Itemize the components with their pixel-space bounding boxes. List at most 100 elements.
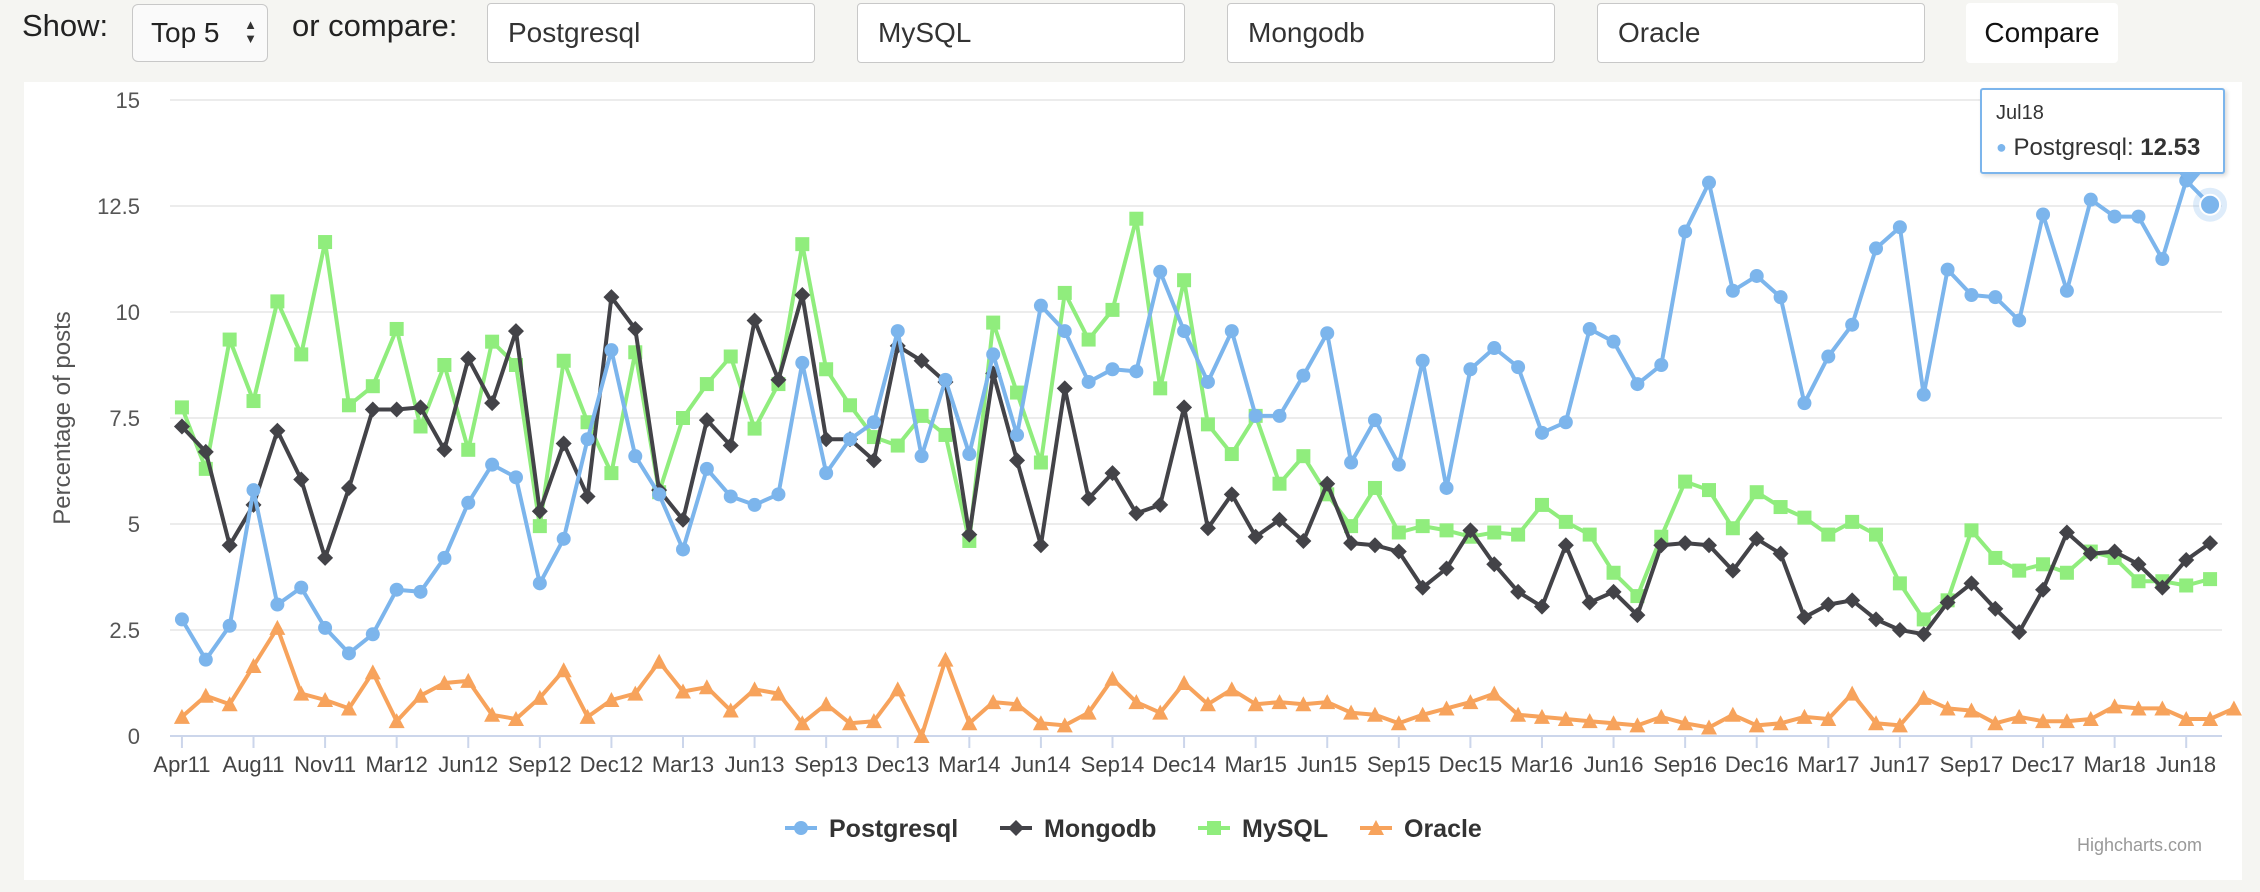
data-point — [1343, 535, 1360, 552]
data-point — [246, 483, 261, 498]
x-tick-label: Mar16 — [1511, 752, 1573, 777]
data-point — [1199, 520, 1216, 537]
data-point — [1557, 537, 1574, 554]
data-point — [1081, 332, 1096, 347]
data-point — [652, 487, 667, 502]
data-point — [1868, 715, 1885, 731]
x-tick-label: Mar13 — [652, 752, 714, 777]
data-point — [245, 658, 262, 674]
compare-button[interactable]: Compare — [1966, 3, 2118, 63]
data-point — [365, 379, 380, 394]
data-point — [698, 412, 715, 429]
data-point — [2131, 209, 2146, 224]
data-point — [1797, 396, 1812, 411]
legend-item-oracle[interactable]: Oracle — [1404, 815, 1482, 843]
compare-input-2[interactable] — [857, 3, 1185, 63]
data-point — [1080, 490, 1097, 507]
data-point — [1677, 715, 1694, 731]
data-point — [1915, 689, 1932, 705]
data-point — [1701, 719, 1717, 735]
legend-symbol-icon — [1207, 821, 1221, 835]
data-point — [485, 334, 500, 349]
data-point — [1725, 521, 1740, 536]
data-point — [1366, 537, 1383, 554]
x-tick-label: Sep13 — [794, 752, 858, 777]
data-point — [318, 620, 333, 635]
compare-input-3[interactable] — [1227, 3, 1555, 63]
data-point — [1366, 706, 1383, 722]
compare-label: or compare: — [292, 8, 458, 43]
data-point — [1844, 592, 1861, 609]
data-point — [604, 343, 619, 358]
data-point — [1534, 425, 1549, 440]
data-point — [2011, 624, 2028, 641]
data-point — [1915, 626, 1932, 643]
data-point — [1939, 700, 1956, 716]
data-point — [2155, 252, 2170, 266]
data-point — [1153, 381, 1168, 396]
x-tick-label: Jun18 — [2156, 752, 2216, 777]
data-point — [1104, 670, 1121, 686]
data-point — [961, 715, 978, 731]
data-point — [722, 437, 739, 454]
data-point — [1057, 285, 1072, 300]
data-point — [771, 487, 786, 502]
data-point — [1176, 675, 1193, 690]
data-point — [746, 312, 763, 329]
data-point — [1438, 700, 1455, 716]
data-point — [2035, 713, 2052, 729]
x-tick-label: Jun14 — [1011, 752, 1071, 777]
data-point — [2154, 700, 2171, 716]
chart-tooltip: Jul18 ● Postgresql: 12.53 — [1980, 88, 2225, 174]
data-point — [913, 352, 930, 369]
legend-item-postgresql[interactable]: Postgresql — [829, 815, 958, 843]
data-point — [1724, 562, 1741, 579]
legend-item-mysql[interactable]: MySQL — [1242, 815, 1328, 843]
highcharts-credits[interactable]: Highcharts.com — [2076, 835, 2202, 855]
data-point — [532, 519, 547, 534]
top-n-select[interactable]: Top 5 ▲ ▼ — [132, 4, 268, 62]
data-point — [1821, 527, 1836, 542]
compare-input-4[interactable] — [1597, 3, 1925, 63]
x-tick-label: Mar12 — [365, 752, 427, 777]
data-point — [1702, 483, 1716, 498]
data-point — [1964, 288, 1979, 303]
data-point — [1772, 545, 1789, 562]
data-point — [1319, 694, 1336, 710]
select-arrows-icon: ▲ ▼ — [244, 17, 257, 46]
data-point — [2225, 700, 2242, 716]
data-point — [1581, 713, 1598, 729]
data-point — [1487, 341, 1502, 356]
data-point — [2059, 283, 2074, 298]
data-point — [1844, 685, 1861, 701]
data-point — [1773, 500, 1788, 515]
toolbar: Show: Top 5 ▲▼ or compare: Compare — [0, 0, 2260, 78]
data-point — [1701, 537, 1717, 554]
data-point — [2059, 565, 2074, 580]
data-point — [2036, 207, 2051, 222]
x-tick-label: Sep15 — [1367, 752, 1431, 777]
data-point — [843, 432, 858, 447]
data-point — [1390, 715, 1407, 731]
x-tick-label: Jun15 — [1297, 752, 1357, 777]
data-point — [1940, 262, 1955, 277]
data-point — [676, 411, 690, 425]
data-point — [1223, 681, 1240, 697]
data-point — [1391, 457, 1406, 472]
data-point — [986, 347, 1001, 362]
data-point — [627, 685, 644, 701]
data-point — [1511, 527, 1526, 542]
data-point — [1057, 324, 1072, 339]
compare-input-1[interactable] — [487, 3, 815, 63]
data-point — [794, 715, 811, 731]
legend-item-mongodb[interactable]: Mongodb — [1044, 815, 1156, 843]
data-point — [364, 664, 381, 680]
data-point — [340, 700, 357, 716]
data-point — [795, 355, 810, 370]
data-point — [174, 612, 189, 627]
data-point — [2035, 581, 2052, 598]
data-point — [579, 488, 596, 505]
data-point — [1415, 353, 1430, 368]
data-point — [1511, 360, 1526, 375]
tooltip-value: 12.53 — [2140, 134, 2201, 161]
